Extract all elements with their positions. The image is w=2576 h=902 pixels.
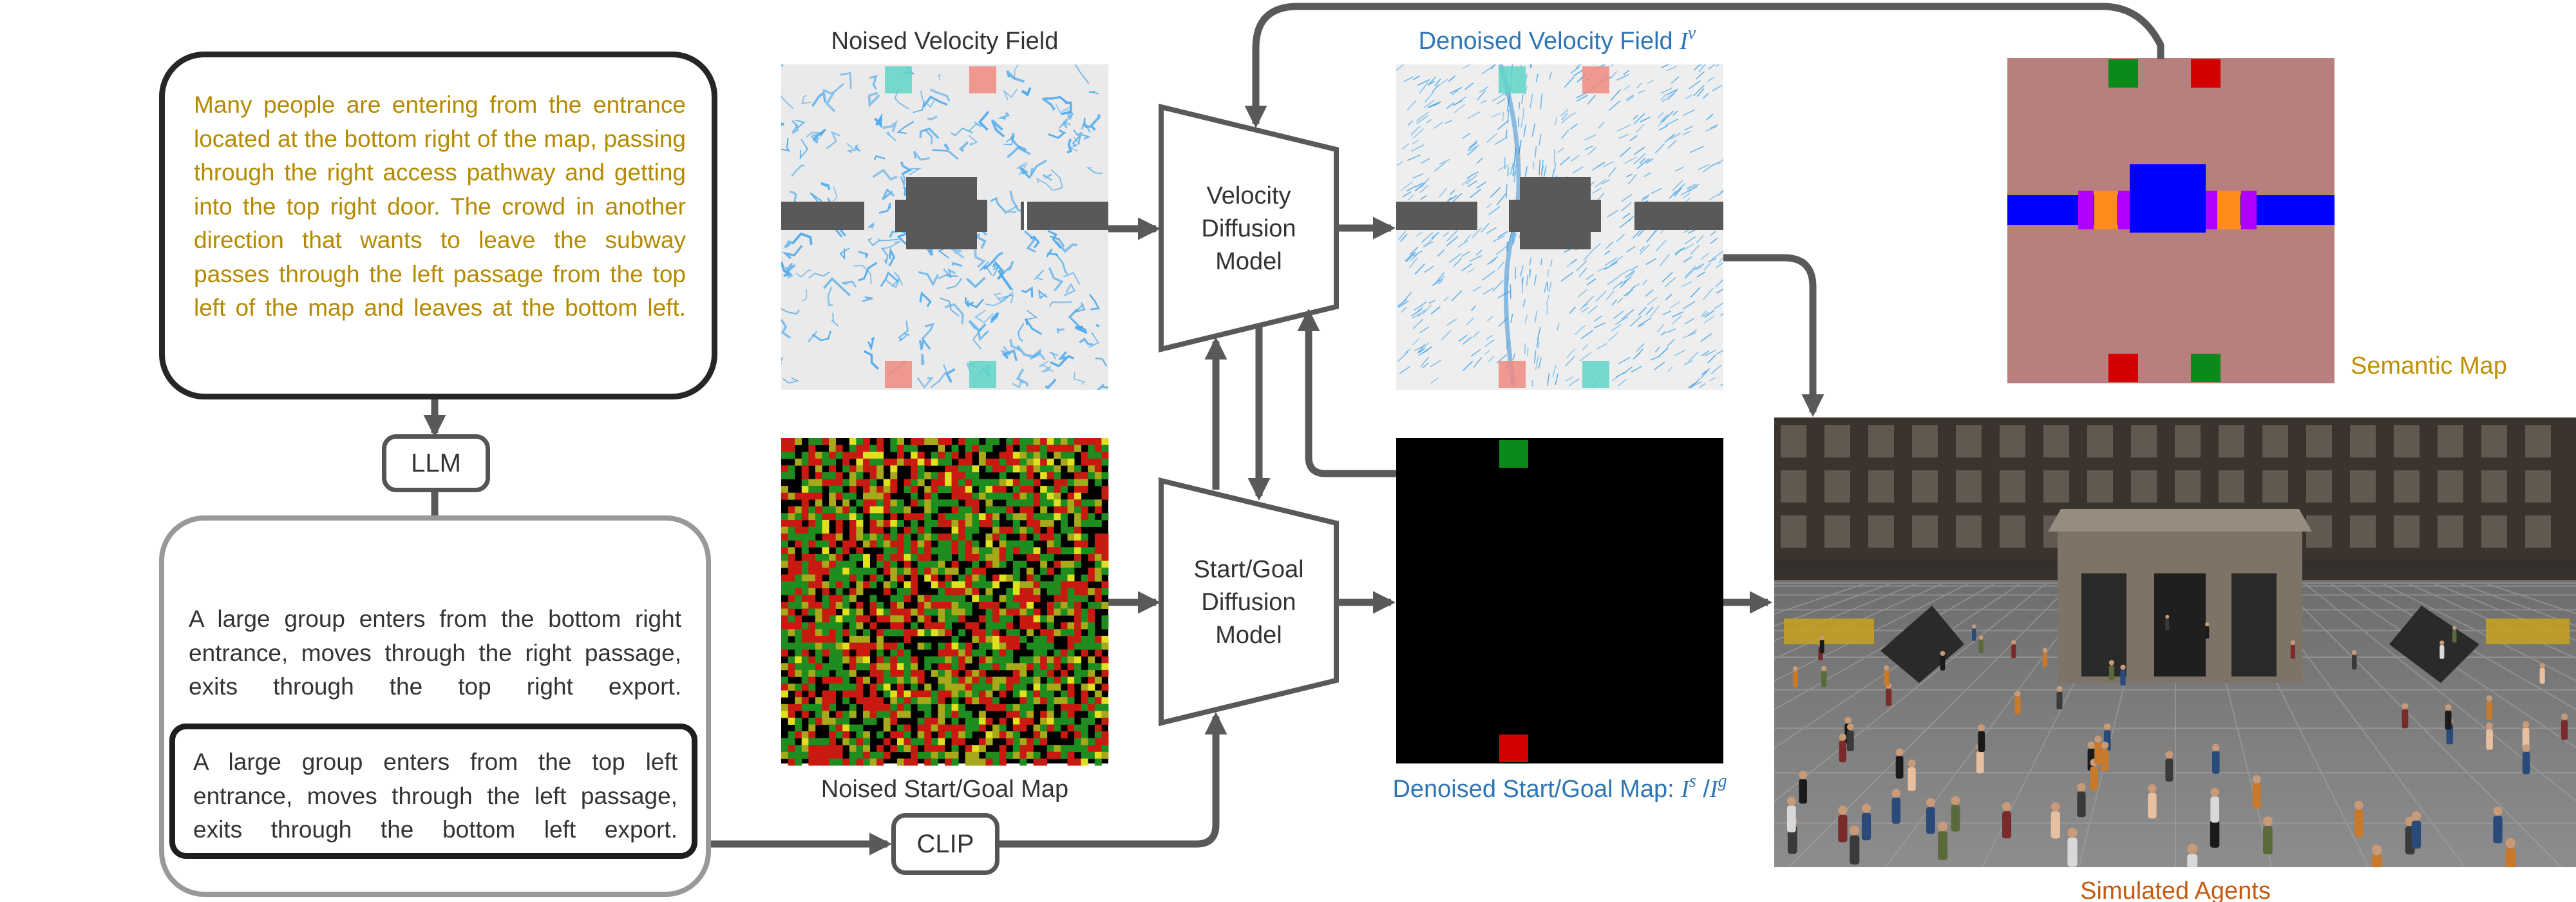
- llm-box: LLM: [382, 434, 490, 492]
- semantic-goal-top-left: [2108, 59, 2138, 88]
- goal-green-marker: [1499, 440, 1528, 468]
- station-block: [906, 177, 977, 249]
- clip-box: CLIP: [891, 813, 999, 875]
- noised-velocity-field: [781, 64, 1108, 390]
- velocity-model-line-1: Velocity: [1207, 182, 1291, 209]
- wall-left: [781, 202, 864, 230]
- selected-sub-prompt-box: A large group enters from the top left e…: [169, 724, 697, 859]
- semantic-start-top-right: [2191, 59, 2221, 88]
- startgoal-noise-pixels: [781, 438, 1109, 766]
- noised-startgoal-map: [781, 438, 1109, 766]
- noised-goal-marker-bottom-right: [969, 361, 996, 388]
- startgoal-model-line-2: Diffusion: [1201, 589, 1296, 616]
- denoised-velocity-field: [1396, 64, 1723, 390]
- velocity-model-line-3: Model: [1215, 248, 1282, 275]
- arrow-velocity-to-simulation: [1723, 254, 1824, 417]
- denoised-startgoal-map: [1396, 438, 1723, 763]
- clip-label: CLIP: [916, 829, 974, 858]
- noised-start-marker-top-right: [969, 66, 996, 93]
- startgoal-model-line-3: Model: [1215, 622, 1282, 649]
- start-marker-top-right: [1582, 66, 1609, 93]
- startgoal-diffusion-model: Start/Goal Diffusion Model: [1159, 477, 1339, 727]
- simulated-agents-label: Simulated Agents: [2080, 878, 2271, 902]
- sub-prompt-1: A large group enters from the bottom rig…: [189, 606, 681, 700]
- arrow-startgoal-feedback: [1297, 308, 1396, 477]
- start-red-marker: [1499, 734, 1528, 762]
- sub-prompt-2: A large group enters from the top left e…: [193, 749, 677, 843]
- denoised-startgoal-label: Denoised Start/Goal Map: Is /Ig: [1392, 771, 1727, 803]
- semantic-map-label: Semantic Map: [2351, 352, 2507, 379]
- semantic-start-bottom-left: [2108, 354, 2138, 382]
- llm-label: LLM: [411, 448, 461, 477]
- agent-figures: [1786, 615, 2568, 867]
- input-prompt-box: Many people are entering from the entran…: [159, 52, 717, 399]
- startgoal-model-line-1: Start/Goal: [1193, 556, 1303, 583]
- noised-velocity-label: Noised Velocity Field: [831, 28, 1059, 55]
- noised-start-marker-bottom-left: [885, 361, 912, 388]
- start-marker-bottom-left: [1499, 361, 1526, 388]
- input-prompt-text: Many people are entering from the entran…: [194, 91, 686, 321]
- semantic-map: [2007, 58, 2334, 383]
- denoised-velocity-label: Denoised Velocity Field Iv: [1419, 23, 1696, 55]
- arrow-semantic-to-velocity-model: [1244, 3, 2164, 129]
- noised-goal-marker-top-left: [885, 66, 912, 93]
- station-blue: [2130, 164, 2206, 233]
- semantic-goal-bottom-right: [2191, 354, 2221, 382]
- simulated-agents-image: [1774, 417, 2576, 867]
- goal-marker-bottom-right: [1582, 361, 1609, 388]
- goal-marker-top-left: [1499, 66, 1526, 93]
- noised-startgoal-label: Noised Start/Goal Map: [821, 776, 1068, 803]
- wall-right: [1021, 202, 1108, 230]
- arrow-clip-to-startgoal-model: [998, 711, 1227, 848]
- velocity-model-line-2: Diffusion: [1201, 215, 1296, 242]
- velocity-diffusion-model: Velocity Diffusion Model: [1159, 103, 1339, 353]
